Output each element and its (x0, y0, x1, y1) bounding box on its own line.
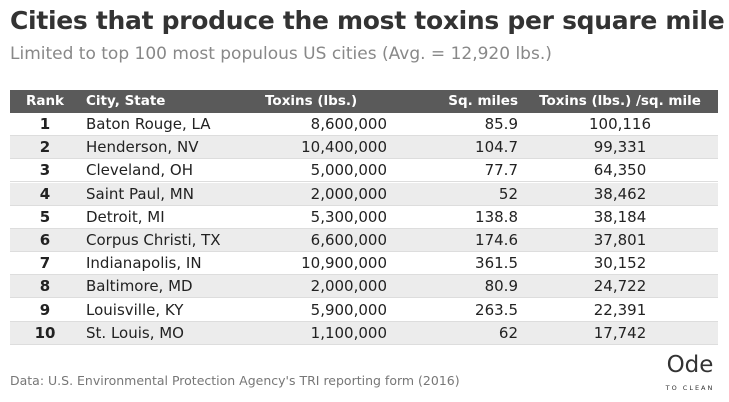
table-cell: 38,462 (593, 184, 647, 203)
table-row: 3 Cleveland, OH 5,000,000 77.7 64,350 (10, 159, 718, 183)
table-cell: 64,350 (593, 161, 647, 180)
table-cell: 38,184 (593, 207, 647, 226)
table-cell: 80.9 (484, 277, 518, 296)
logo: Ode (666, 352, 714, 378)
table-cell: 24,722 (593, 277, 647, 296)
table-cell: 2,000,000 (310, 184, 387, 203)
table-cell: 77.7 (484, 161, 518, 180)
table-cell: 10,400,000 (301, 138, 387, 157)
table-cell: Indianapolis, IN (86, 254, 202, 273)
table-cell: 104.7 (475, 138, 518, 157)
table-cell: 138.8 (475, 207, 518, 226)
table-cell: 5,000,000 (310, 161, 387, 180)
table-cell: Detroit, MI (86, 207, 165, 226)
table-cell: Louisville, KY (86, 300, 184, 319)
table-cell: 2,000,000 (310, 277, 387, 296)
table-cell: 52 (498, 184, 518, 203)
table-cell: 4 (39, 184, 51, 203)
table-cell: 100,116 (588, 115, 652, 133)
table-row: 2 Henderson, NV 10,400,000 104.7 99,331 (10, 136, 718, 160)
table-cell: 17,742 (593, 323, 647, 342)
table-cell: Henderson, NV (86, 138, 199, 157)
table-row: 7 Indianapolis, IN 10,900,000 361.5 30,152 (10, 252, 718, 276)
table-cell: Corpus Christi, TX (86, 231, 221, 249)
table-cell: 22,391 (593, 300, 647, 319)
table-cell: 5,300,000 (310, 207, 387, 226)
table-cell: 62 (498, 323, 518, 342)
table-cell: 9 (39, 300, 51, 319)
table-cell: 361.5 (475, 254, 518, 273)
table-cell: Cleveland, OH (86, 161, 193, 180)
column-header: City, State (86, 93, 166, 109)
column-header: Toxins (lbs.) (265, 93, 358, 109)
table-cell: 85.9 (484, 115, 518, 133)
table-cell: 99,331 (593, 138, 647, 157)
table-cell: 2 (39, 138, 51, 157)
table-cell: 5 (39, 207, 51, 226)
table-row: 4 Saint Paul, MN 2,000,000 52 38,462 (10, 182, 718, 206)
table-cell: 8 (39, 277, 51, 296)
column-header: Rank (25, 93, 65, 109)
table-cell: Saint Paul, MN (86, 184, 194, 203)
table-cell: Baltimore, MD (86, 277, 193, 296)
table-cell: 3 (39, 161, 51, 180)
table-row: 5 Detroit, MI 5,300,000 138.8 38,184 (10, 206, 718, 229)
table-cell: 37,801 (593, 231, 647, 249)
table-cell: 8,600,000 (310, 115, 387, 133)
table-row: 10 St. Louis, MO 1,100,000 62 17,742 (10, 321, 718, 345)
table-cell: 174.6 (475, 231, 518, 249)
table-cell: 7 (39, 254, 51, 273)
table-cell: 5,900,000 (310, 300, 387, 319)
table-row: 1 Baton Rouge, LA 8,600,000 85.9 100,116 (10, 113, 718, 136)
header-row: Rank City, State Toxins (lbs.) Sq. miles Tox… (10, 90, 718, 113)
table-row: 9 Louisville, KY 5,900,000 263.5 22,391 (10, 299, 718, 322)
table-row: 6 Corpus Christi, TX 6,600,000 174.6 37,801 (10, 229, 718, 252)
table-row: 8 Baltimore, MD 2,000,000 80.9 24,722 (10, 275, 718, 299)
table-cell: 263.5 (475, 300, 518, 319)
source: Data: U.S. Environmental Protection Agen… (10, 373, 460, 388)
subtitle: Limited to top 100 most populous US citi… (10, 44, 552, 64)
column-header: Toxins (lbs.) /sq. mile (539, 93, 701, 109)
table-cell: 6,600,000 (310, 231, 387, 249)
table-cell: 1 (39, 115, 51, 133)
table-cell: 10 (34, 323, 56, 342)
logo-tagline: TO CLEAN (665, 384, 715, 392)
table-cell: 1,100,000 (310, 323, 387, 342)
table-cell: 30,152 (593, 254, 647, 273)
column-header: Sq. miles (448, 93, 518, 109)
table-cell: 10,900,000 (301, 254, 387, 273)
title: Cities that produce the most toxins per … (10, 6, 725, 35)
table-cell: St. Louis, MO (86, 323, 184, 342)
table-cell: Baton Rouge, LA (86, 115, 211, 133)
table-cell: 6 (39, 231, 51, 249)
